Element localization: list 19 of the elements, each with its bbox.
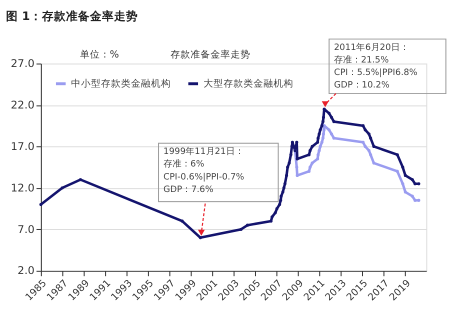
chart-subtitle: 存款准备金率走势 <box>170 48 250 61</box>
y-tick-label: 17.0 <box>10 140 35 153</box>
y-tick-label: 7.0 <box>18 222 35 236</box>
text: 2011年6月20日： <box>334 42 409 53</box>
legend-label: 大型存款类金融机构 <box>203 78 294 90</box>
text: 单位：% <box>80 48 120 61</box>
y-tick-label: 27.0 <box>10 56 35 70</box>
annotation: CPI-0.6%|PPI-0.7% <box>163 172 244 182</box>
y-tick-label: 12.0 <box>10 181 35 194</box>
annotation: CPI：5.5%|PPI6.8% <box>334 68 418 78</box>
annotation: 存准：21.5% <box>334 54 389 66</box>
annotation: GDP：10.2% <box>334 80 390 91</box>
annotation: GDP：7.6% <box>163 184 214 195</box>
annotation: 存准：6% <box>163 158 204 170</box>
legend-label: 中小型存款类金融机构 <box>71 78 172 90</box>
chart-title: 图 1：存款准备金率走势 <box>6 9 138 24</box>
y-tick-label: 2.0 <box>18 264 35 278</box>
annotation: 1999年11月21日： <box>163 146 244 157</box>
y-tick-label: 22.0 <box>10 98 35 112</box>
